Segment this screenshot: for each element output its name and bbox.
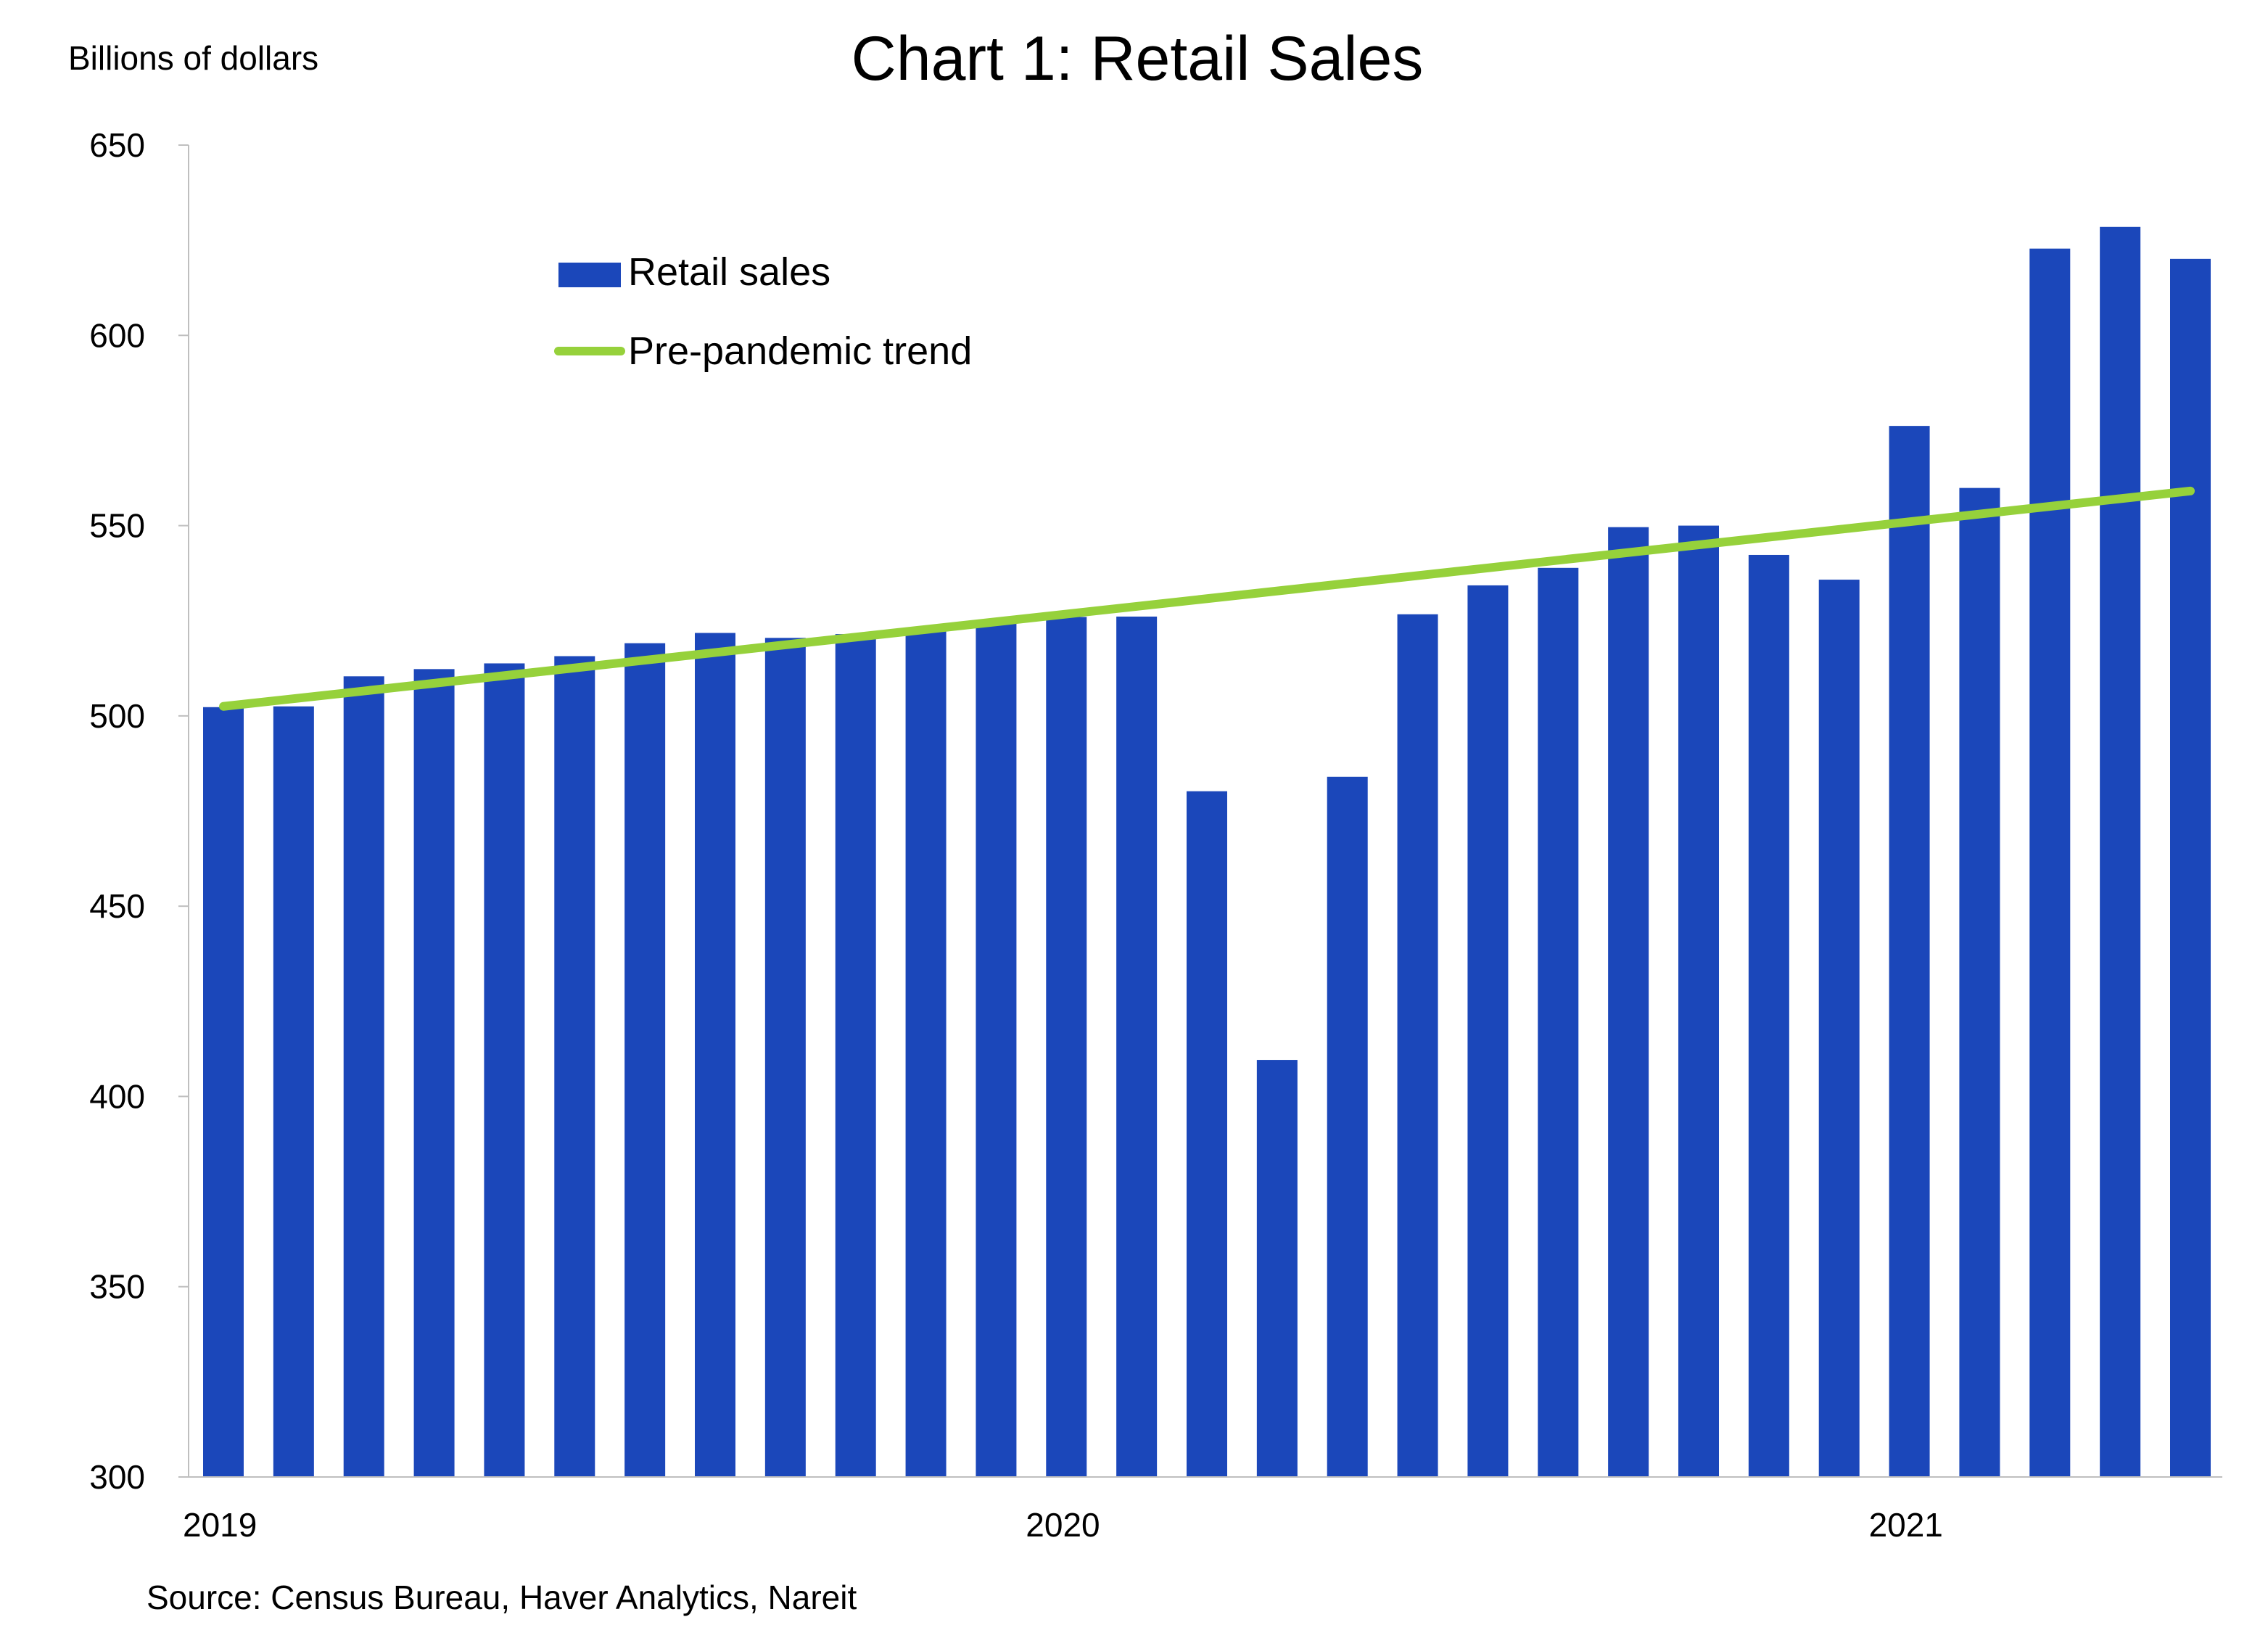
x-tick-label: 2021 — [1869, 1506, 1943, 1544]
y-tick-label: 350 — [89, 1268, 145, 1306]
bar-2019-05 — [484, 663, 525, 1477]
bar-2019-09 — [764, 638, 806, 1477]
x-axis: 2019 2020 2021 — [183, 1506, 1943, 1544]
bar-2021-01 — [1889, 426, 1930, 1477]
bar-2021-04 — [2100, 226, 2141, 1478]
legend-label-trend: Pre-pandemic trend — [628, 329, 972, 373]
bar-2019-02 — [273, 706, 314, 1477]
trend-series — [219, 486, 2195, 711]
x-tick-label: 2020 — [1026, 1506, 1100, 1544]
bar-2019-03 — [343, 676, 384, 1477]
bar-2020-02 — [1116, 616, 1158, 1477]
source-note: Source: Census Bureau, Haver Analytics, … — [147, 1579, 857, 1616]
legend-swatch-retail-sales — [558, 263, 621, 287]
bar-series — [203, 226, 2211, 1478]
bar-2020-03 — [1187, 791, 1227, 1477]
bar-2020-09 — [1608, 527, 1649, 1478]
bar-2020-08 — [1538, 567, 1579, 1477]
bar-2020-07 — [1467, 585, 1509, 1477]
y-axis-label: Billions of dollars — [68, 39, 318, 77]
x-tick-label: 2019 — [183, 1506, 257, 1544]
bar-2020-11 — [1748, 554, 1789, 1478]
y-tick-label: 500 — [89, 697, 145, 735]
bar-2020-01 — [1046, 617, 1087, 1478]
bar-2020-12 — [1818, 580, 1860, 1477]
bar-2020-05 — [1327, 776, 1368, 1477]
bar-2019-07 — [624, 643, 666, 1477]
y-tick-label: 650 — [89, 126, 145, 164]
y-tick-label: 450 — [89, 887, 145, 925]
bar-2019-12 — [976, 622, 1017, 1477]
bar-2019-01 — [203, 707, 244, 1477]
bar-2020-10 — [1678, 525, 1719, 1477]
y-axis: 300 350 400 450 500 550 600 650 — [89, 126, 189, 1496]
y-tick-label: 600 — [89, 316, 145, 354]
bar-2021-05 — [2170, 258, 2211, 1477]
bar-2019-04 — [413, 669, 455, 1477]
chart-title: Chart 1: Retail Sales — [851, 24, 1424, 94]
bar-2021-02 — [1959, 487, 2000, 1477]
y-tick-label: 550 — [89, 507, 145, 545]
bar-2021-03 — [2029, 248, 2071, 1477]
bar-2020-06 — [1397, 614, 1438, 1477]
trend-line — [219, 486, 2195, 711]
bar-2019-06 — [554, 656, 595, 1477]
y-tick-label: 300 — [89, 1458, 145, 1496]
legend-label-retail-sales: Retail sales — [628, 250, 830, 294]
bar-2019-08 — [695, 633, 735, 1478]
bar-2019-10 — [835, 634, 876, 1478]
legend: Retail sales Pre-pandemic trend — [554, 250, 972, 373]
bar-2020-04 — [1256, 1060, 1298, 1477]
bar-2019-11 — [905, 630, 947, 1477]
y-tick-label: 400 — [89, 1077, 145, 1115]
